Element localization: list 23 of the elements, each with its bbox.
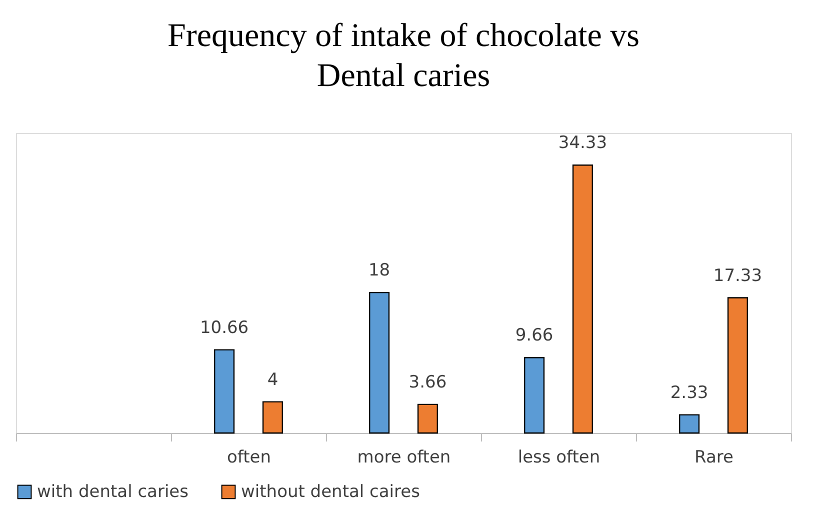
- data-label: 18: [368, 260, 390, 281]
- data-label: 34.33: [558, 133, 608, 154]
- data-label: 2.33: [670, 382, 708, 403]
- bar: [678, 414, 700, 434]
- x-tick-label: less often: [518, 448, 600, 468]
- data-label: 9.66: [515, 326, 554, 346]
- chart-title: Frequency of intake of chocolate vs Dental caries: [168, 18, 640, 94]
- bar: [524, 357, 545, 434]
- data-label: 4: [267, 370, 278, 390]
- x-tick-label: often: [227, 448, 271, 468]
- data-label: 10.66: [200, 318, 249, 338]
- bar: [727, 297, 748, 434]
- bar: [417, 404, 438, 434]
- bar: [262, 401, 284, 434]
- bar: [572, 164, 594, 434]
- data-label: 17.33: [713, 266, 762, 286]
- x-tick-label: Rare: [694, 448, 734, 468]
- legend-label: without dental caires: [241, 482, 420, 502]
- bar: [214, 349, 235, 434]
- legend-label: with dental caries: [37, 482, 189, 502]
- data-label: 3.66: [408, 372, 447, 392]
- bar: [368, 292, 390, 434]
- x-tick-label: more often: [357, 448, 451, 468]
